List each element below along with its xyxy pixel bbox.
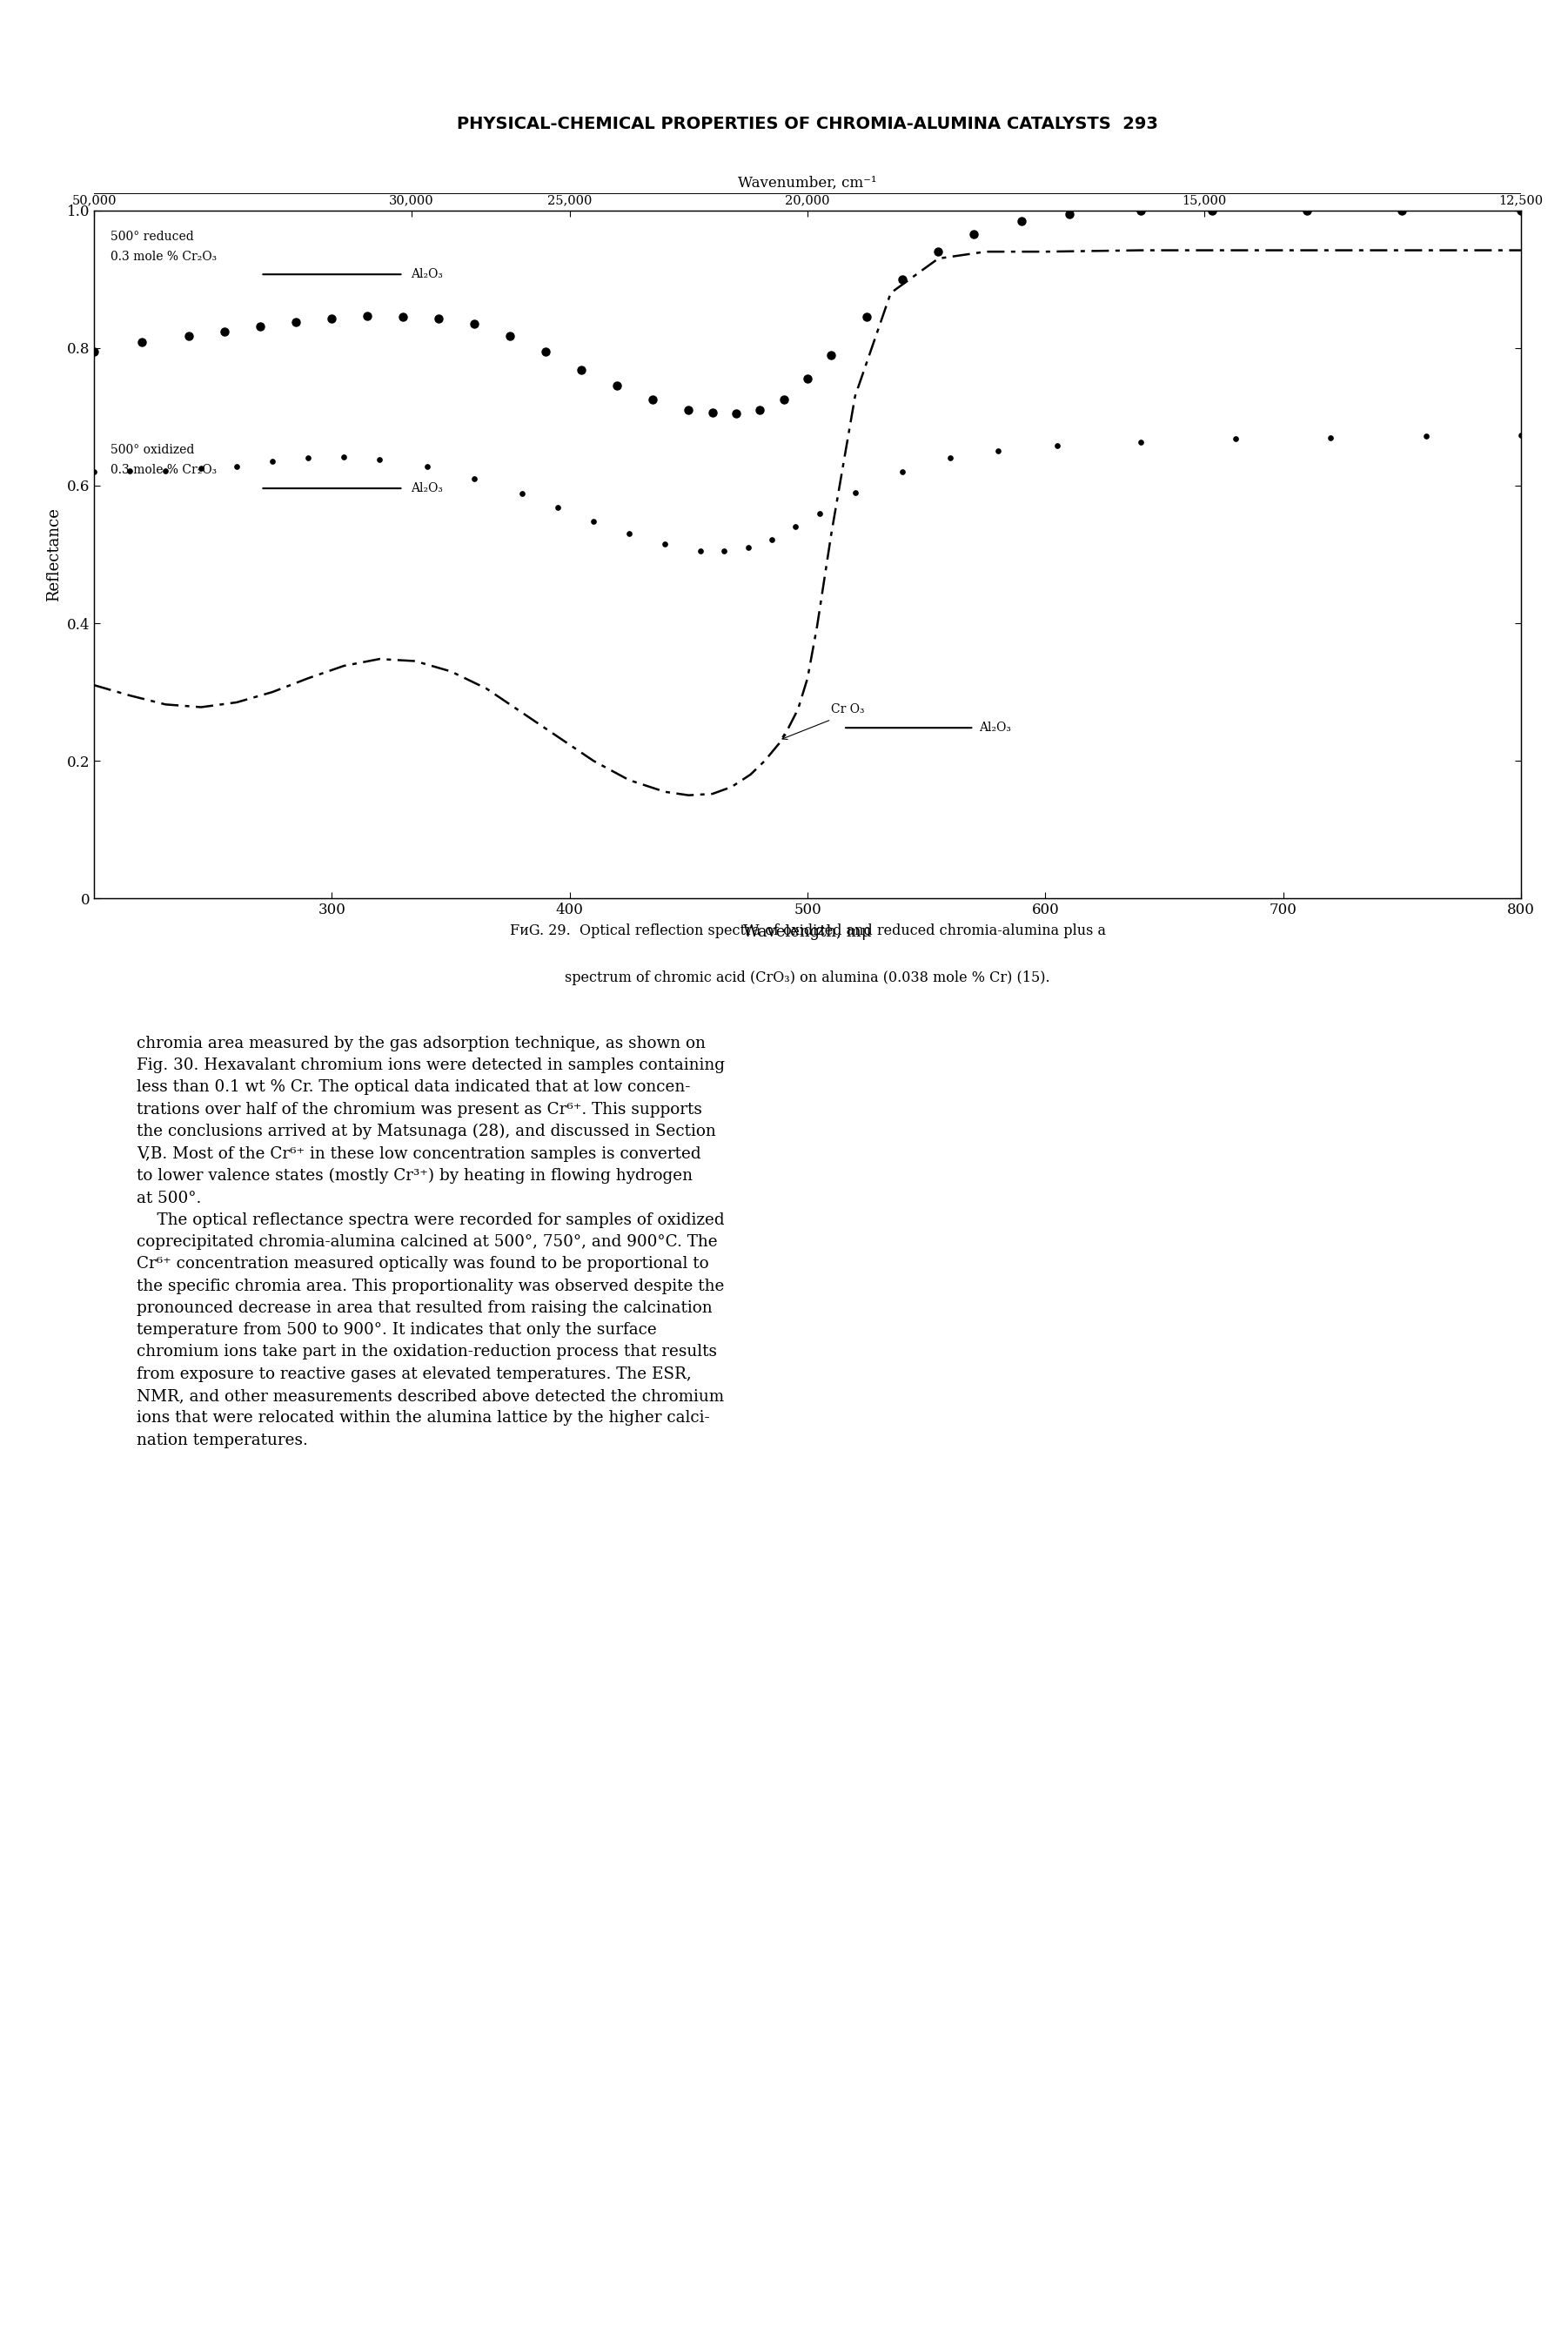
X-axis label: Wavelength, mμ: Wavelength, mμ: [743, 926, 872, 940]
Text: spectrum of chromic acid (CrO₃) on alumina (0.038 mole % Cr) (15).: spectrum of chromic acid (CrO₃) on alumi…: [564, 971, 1051, 985]
Text: chromia area measured by the gas adsorption technique, as shown on
Fig. 30. Hexa: chromia area measured by the gas adsorpt…: [136, 1036, 724, 1448]
Text: Al₂O₃: Al₂O₃: [411, 482, 442, 494]
Text: 500° reduced: 500° reduced: [111, 230, 194, 242]
Text: Cr O₃: Cr O₃: [831, 703, 866, 714]
Text: 0.3 mole % Cr₂O₃: 0.3 mole % Cr₂O₃: [111, 251, 216, 263]
Text: FᴎG. 29.  Optical reflection spectra of oxidized and reduced chromia-alumina plu: FᴎG. 29. Optical reflection spectra of o…: [510, 924, 1105, 938]
Y-axis label: Reflectance: Reflectance: [47, 508, 63, 602]
Text: 0.3 mole % Cr₂O₃: 0.3 mole % Cr₂O₃: [111, 463, 216, 475]
Text: 500° oxidized: 500° oxidized: [111, 444, 194, 456]
X-axis label: Wavenumber, cm⁻¹: Wavenumber, cm⁻¹: [739, 176, 877, 190]
Text: Al₂O₃: Al₂O₃: [978, 721, 1011, 733]
Text: PHYSICAL-CHEMICAL PROPERTIES OF CHROMIA-ALUMINA CATALYSTS  293: PHYSICAL-CHEMICAL PROPERTIES OF CHROMIA-…: [456, 115, 1159, 132]
Text: Al₂O₃: Al₂O₃: [411, 268, 442, 280]
